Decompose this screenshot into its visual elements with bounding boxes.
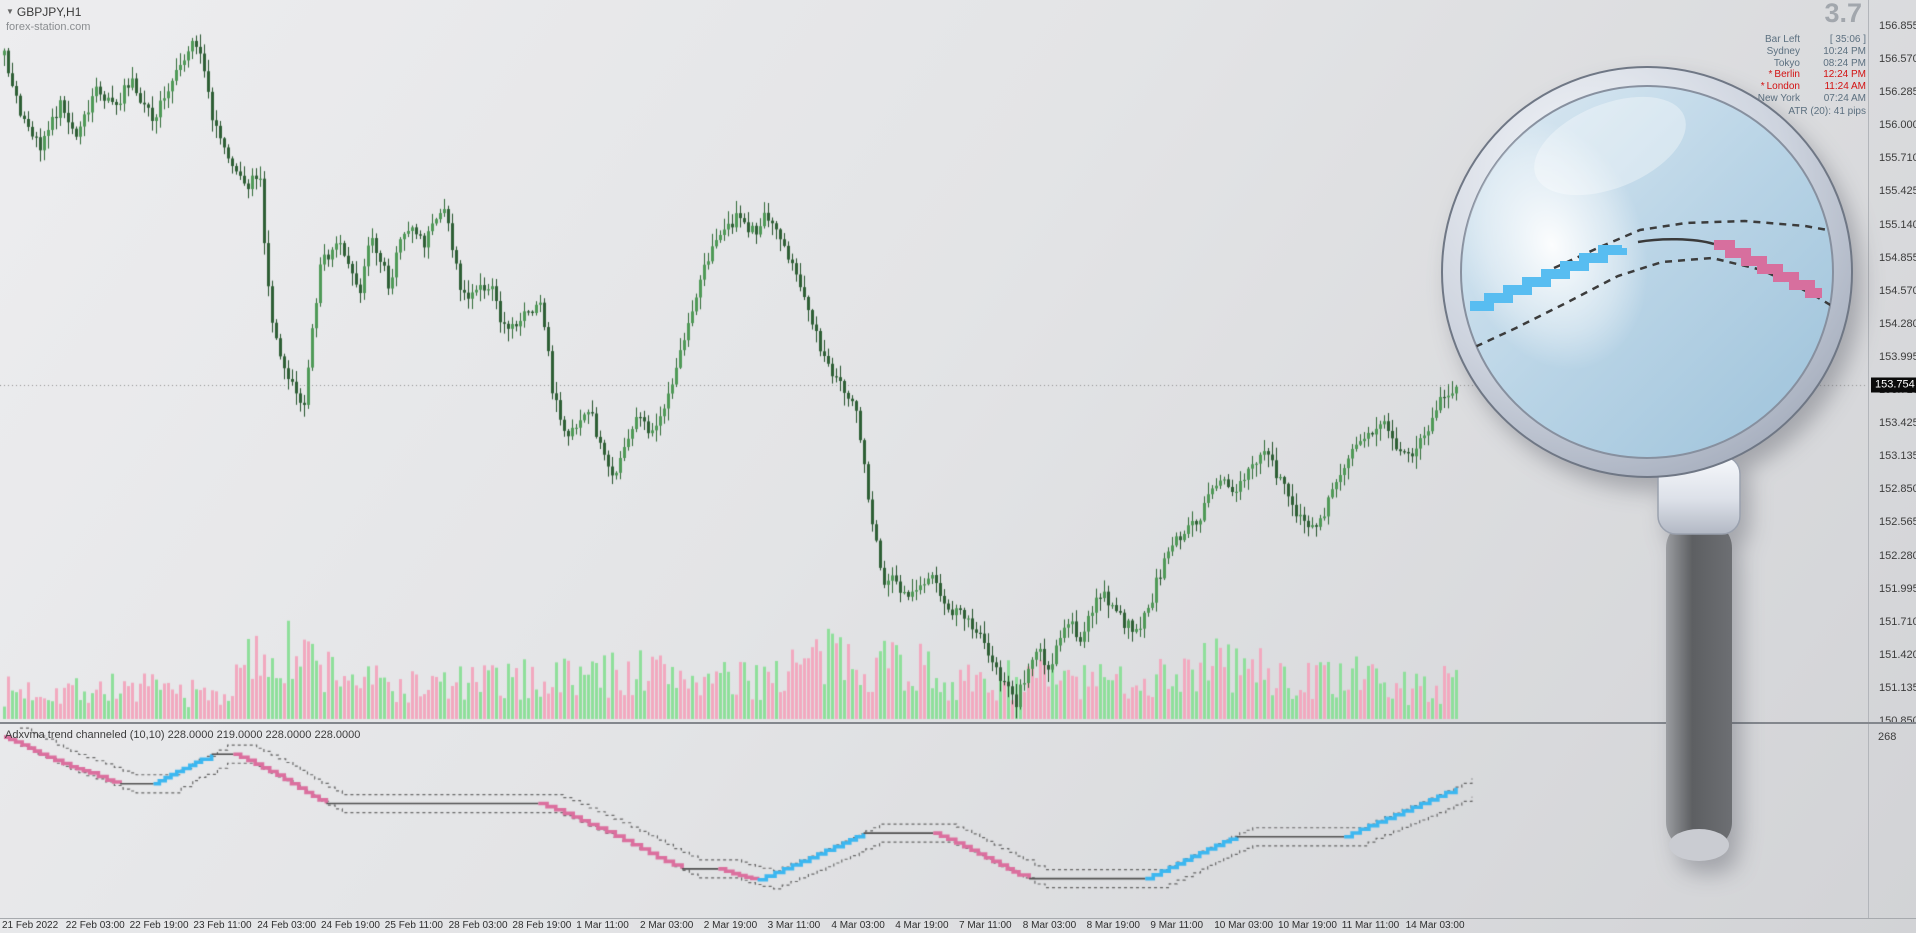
session-time: 08:24 PM: [1823, 57, 1866, 69]
sessions-panel: Bar Left [ 35:06 ] Sydney 10:24 PM Tokyo 08:2…: [1758, 34, 1866, 118]
time-axis-label: 28 Feb 19:00: [512, 920, 572, 931]
time-axis-label: 14 Mar 03:00: [1405, 920, 1465, 931]
time-axis-label: 28 Feb 03:00: [448, 920, 508, 931]
panel-separator[interactable]: [0, 722, 1916, 724]
time-axis-label: 7 Mar 11:00: [959, 920, 1012, 931]
atr-value: ATR (20): 41 pips: [1788, 105, 1866, 117]
price-axis-label: 156.285: [1879, 86, 1916, 99]
symbol-header: ▼ GBPJPY,H1 forex-station.com: [6, 5, 90, 34]
price-axis-label: 151.420: [1879, 648, 1916, 661]
indicator-chart[interactable]: [0, 726, 1868, 918]
time-axis-label: 3 Mar 11:00: [767, 920, 821, 931]
session-label: New York: [1757, 92, 1800, 104]
price-axis-label: 155.425: [1879, 185, 1916, 198]
time-axis-label: 22 Feb 19:00: [129, 920, 189, 931]
symbol-label: GBPJPY,H1: [16, 5, 82, 19]
time-axis-label: 23 Feb 11:00: [193, 920, 252, 931]
time-axis-label: 24 Feb 03:00: [257, 920, 317, 931]
price-axis-label: 153.425: [1879, 417, 1916, 430]
time-axis[interactable]: 21 Feb 2022 22 Feb 03:00 22 Feb 19:00 23 Fe…: [0, 920, 1916, 933]
price-axis-label: 156.855: [1879, 20, 1916, 32]
session-row: Tokyo 08:24 PM: [1758, 58, 1866, 70]
time-axis-label: 21 Feb 2022: [2, 920, 59, 931]
spread-value: 3.7: [1824, 0, 1862, 28]
indicator-scale-value: 268: [1878, 731, 1897, 743]
current-price-badge: 153.754: [1871, 377, 1916, 393]
time-axis-label: 22 Feb 03:00: [65, 920, 125, 931]
session-label: Sydney: [1766, 45, 1800, 57]
time-axis-label: 2 Mar 19:00: [703, 920, 758, 931]
price-axis-label: 155.710: [1879, 152, 1916, 165]
session-row: * Berlin 12:24 PM: [1758, 69, 1866, 81]
session-row: * London 11:24 AM: [1758, 81, 1866, 93]
session-label: * London: [1760, 81, 1800, 93]
time-axis-label: 8 Mar 03:00: [1022, 920, 1077, 931]
price-axis-label: 156.000: [1879, 119, 1916, 132]
price-axis[interactable]: 153.754 156.855 156.570 156.285 156.000 155.…: [1868, 0, 1916, 918]
session-time: 10:24 PM: [1823, 45, 1866, 57]
price-axis-label: 152.850: [1879, 483, 1916, 496]
price-axis-label: 156.570: [1879, 53, 1916, 66]
session-time: 11:24 AM: [1824, 81, 1866, 93]
price-axis-label: 155.140: [1879, 218, 1916, 231]
price-axis-label: 150.850: [1879, 714, 1916, 727]
session-time: 12:24 PM: [1823, 69, 1866, 81]
session-label: * Berlin: [1768, 69, 1800, 81]
time-axis-label: 10 Mar 03:00: [1214, 920, 1274, 931]
time-axis-label: 25 Feb 11:00: [384, 920, 443, 931]
session-label: Tokyo: [1773, 57, 1800, 69]
price-axis-label: 153.135: [1879, 450, 1916, 463]
session-row: Sydney 10:24 PM: [1758, 46, 1866, 58]
session-rows: Bar Left [ 35:06 ] Sydney 10:24 PM Tokyo 08:2…: [1758, 34, 1866, 105]
price-axis-label: 154.280: [1879, 317, 1916, 330]
price-axis-label: 154.855: [1879, 251, 1916, 264]
session-time: 07:24 AM: [1823, 92, 1866, 104]
time-axis-label: 1 Mar 11:00: [576, 920, 629, 931]
session-alert-icon: *: [1768, 69, 1773, 81]
time-axis-label: 9 Mar 11:00: [1150, 920, 1204, 931]
timescale-separator: [0, 918, 1916, 919]
session-row: New York 07:24 AM: [1758, 93, 1866, 105]
time-axis-label: 8 Mar 19:00: [1086, 920, 1140, 931]
symbol-marker-icon: ▼: [6, 7, 14, 16]
price-axis-label: 151.995: [1879, 582, 1916, 595]
price-axis-label: 152.280: [1879, 549, 1916, 562]
price-axis-label: 151.135: [1879, 681, 1916, 694]
price-axis-label: 154.570: [1879, 284, 1916, 297]
watermark: forex-station.com: [6, 21, 91, 33]
session-alert-icon: *: [1760, 81, 1765, 93]
session-row: Bar Left [ 35:06 ]: [1758, 34, 1866, 46]
time-axis-label: 10 Mar 19:00: [1278, 920, 1337, 931]
price-axis-label: 152.565: [1879, 516, 1916, 529]
main-chart[interactable]: [0, 0, 1868, 722]
session-time: [ 35:06 ]: [1829, 34, 1866, 45]
price-axis-label: 153.995: [1879, 350, 1916, 363]
time-axis-label: 11 Mar 11:00: [1341, 920, 1400, 931]
price-axis-label: 151.710: [1879, 615, 1916, 628]
time-axis-label: 4 Mar 19:00: [895, 920, 949, 931]
session-label: Bar Left: [1764, 34, 1800, 45]
indicator-title: Adxvma trend channeled (10,10) 228.0000 …: [5, 729, 361, 741]
time-axis-label: 4 Mar 03:00: [831, 920, 885, 931]
time-axis-label: 24 Feb 19:00: [321, 920, 380, 931]
time-axis-label: 2 Mar 03:00: [640, 920, 694, 931]
